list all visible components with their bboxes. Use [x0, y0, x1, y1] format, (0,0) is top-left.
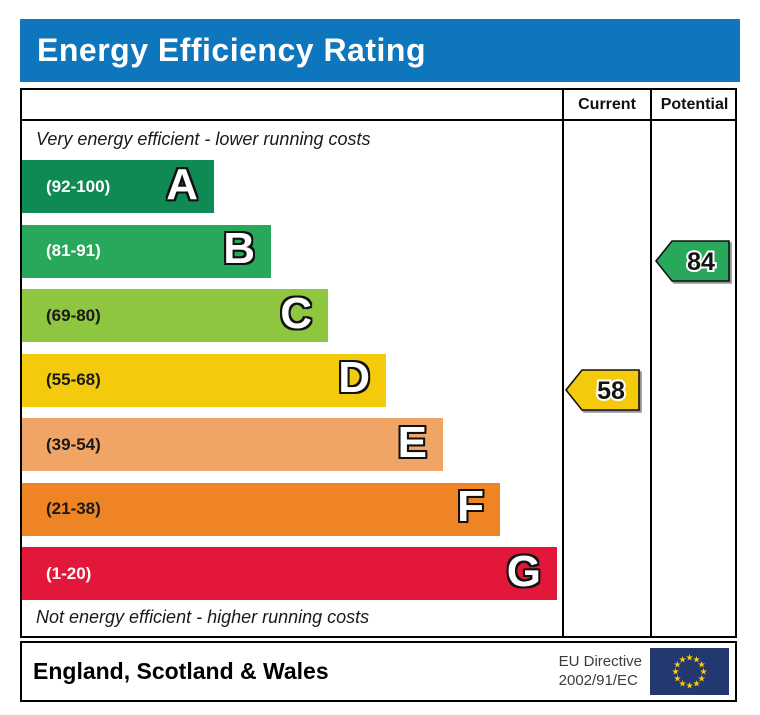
- potential-rating-arrow-value: 84: [687, 248, 715, 276]
- band-range-label: (92-100): [46, 176, 111, 196]
- band-letter: E: [397, 417, 427, 467]
- eu-directive-line2: 2002/91/EC: [558, 671, 638, 689]
- band-range-label: (21-38): [46, 499, 101, 518]
- band-letter: F: [457, 482, 484, 532]
- eu-flag-star: ★: [698, 674, 706, 684]
- current-column-divider: [562, 88, 564, 638]
- eu-flag-star: ★: [698, 660, 706, 670]
- band-range-label: (81-91): [46, 241, 101, 260]
- band-range-label: (55-68): [46, 370, 101, 389]
- eu-flag-icon: ★ ★ ★ ★ ★ ★ ★ ★ ★ ★ ★ ★: [650, 648, 729, 695]
- footer-bar: England, Scotland & Wales EU Directive 2…: [20, 641, 737, 702]
- band-range-label: (39-54): [46, 434, 101, 454]
- eu-flag-star: ★: [673, 660, 681, 670]
- band-c: (69-80) C: [22, 289, 328, 342]
- band-letter: G: [506, 546, 541, 596]
- band-a: (92-100) A: [22, 160, 214, 213]
- potential-column-divider: [650, 88, 652, 638]
- potential-column-header: Potential: [660, 95, 729, 113]
- eu-flag-star: ★: [673, 674, 681, 684]
- eu-flag-star: ★: [699, 667, 707, 677]
- band-d: (55-68) D: [22, 353, 386, 407]
- title-bar: Energy Efficiency Rating: [20, 19, 740, 82]
- eu-flag-star: ★: [692, 679, 700, 689]
- band-letter: B: [223, 224, 255, 274]
- current-rating-arrow-value: 58: [597, 377, 625, 405]
- band-letter: D: [338, 353, 370, 403]
- region-label: England, Scotland & Wales: [33, 658, 329, 684]
- current-rating-arrow: 58: [565, 368, 640, 411]
- eu-flag-star: ★: [678, 679, 686, 689]
- eu-directive-line1: EU Directive: [558, 652, 642, 670]
- band-letter: C: [280, 288, 312, 338]
- bottom-caption: Not energy efficient - higher running co…: [36, 607, 370, 627]
- band-range-label: (1-20): [46, 563, 92, 583]
- eu-flag-star: ★: [692, 654, 700, 664]
- top-caption: Very energy efficient - lower running co…: [36, 129, 371, 149]
- band-b: (81-91) B: [22, 224, 271, 278]
- eu-flag-svg: ★★★★★★★★★★★★: [650, 648, 729, 695]
- current-column-header: Current: [578, 95, 636, 113]
- band-g: (1-20) G: [22, 547, 557, 600]
- band-letter: A: [166, 159, 198, 209]
- band-range-label: (69-80): [46, 305, 101, 325]
- eu-flag-star: ★: [671, 667, 679, 677]
- band-f: (21-38) F: [22, 482, 500, 536]
- eu-flag-star: ★: [678, 654, 686, 664]
- page-title: Energy Efficiency Rating: [37, 32, 426, 68]
- potential-rating-arrow: 84: [655, 239, 730, 282]
- eu-flag-star: ★: [685, 653, 693, 663]
- eu-flag-star: ★: [685, 681, 693, 691]
- eu-directive-label: EU Directive 2002/91/EC: [559, 653, 642, 691]
- band-e: (39-54) E: [22, 418, 443, 471]
- header-separator: [20, 119, 737, 121]
